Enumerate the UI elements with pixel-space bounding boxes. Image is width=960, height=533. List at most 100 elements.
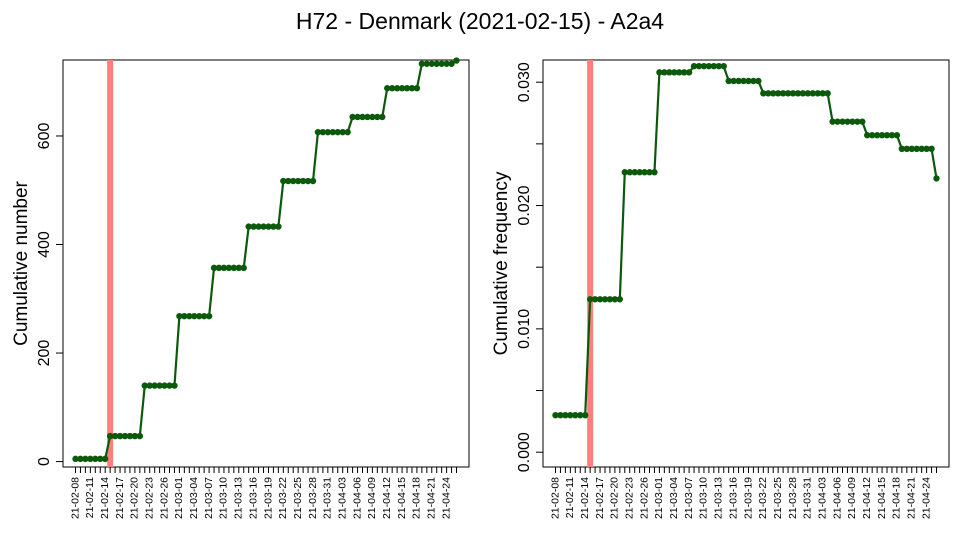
data-point	[626, 169, 633, 176]
data-point	[136, 432, 144, 440]
y-axis-label: Cumulative number	[11, 180, 32, 345]
data-point	[121, 432, 129, 440]
data-point	[369, 113, 376, 121]
x-tick-label: 21-02-08	[549, 477, 561, 519]
x-tick-label: 21-02-14	[99, 477, 111, 519]
data-point	[235, 264, 242, 272]
data-point	[181, 312, 188, 320]
x-tick-label: 21-02-20	[129, 477, 141, 519]
data-point	[577, 412, 584, 419]
x-tick-label: 21-03-01	[173, 477, 185, 519]
data-point	[705, 62, 713, 70]
data-point	[918, 145, 925, 152]
data-point	[740, 77, 747, 85]
data-point	[829, 118, 836, 125]
data-point	[799, 90, 807, 97]
data-point	[388, 85, 396, 92]
data-point	[794, 90, 802, 97]
data-point	[710, 62, 718, 70]
x-tick-label: 21-03-16	[727, 477, 739, 519]
data-point	[656, 69, 663, 76]
data-point	[784, 90, 792, 97]
data-point	[443, 60, 450, 67]
data-point	[745, 77, 752, 85]
data-point	[176, 312, 183, 320]
data-point	[873, 132, 881, 139]
x-tick-label: 21-04-06	[831, 477, 843, 519]
data-point	[453, 57, 460, 64]
y-tick-label: 600	[36, 123, 53, 150]
data-point	[581, 412, 589, 419]
x-tick-label: 21-03-07	[683, 477, 695, 519]
x-tick-label: 21-03-10	[698, 477, 710, 519]
data-point	[304, 177, 312, 185]
data-point	[156, 382, 163, 389]
data-point	[760, 90, 767, 97]
y-tick-label: 0	[36, 457, 53, 466]
data-point	[290, 177, 297, 185]
data-point	[200, 312, 208, 320]
data-point	[854, 118, 861, 125]
data-point	[809, 90, 816, 97]
data-point	[240, 264, 247, 272]
data-point	[606, 296, 614, 303]
plot-frame	[62, 59, 470, 468]
data-point	[824, 90, 831, 97]
x-tick-label: 21-03-22	[277, 477, 289, 519]
data-point	[765, 90, 772, 97]
data-point	[849, 118, 856, 125]
data-point	[671, 69, 678, 76]
data-point	[859, 118, 866, 125]
x-tick-label: 21-04-06	[351, 477, 363, 519]
data-point	[893, 132, 901, 139]
data-point	[646, 169, 653, 176]
data-point	[433, 60, 440, 67]
y-tick-label: 400	[36, 231, 53, 258]
data-point	[878, 132, 886, 139]
x-tick-label: 21-03-19	[262, 477, 274, 519]
data-point	[586, 296, 594, 303]
data-point	[255, 223, 262, 230]
data-point	[735, 77, 742, 85]
y-tick-label: 200	[36, 340, 53, 367]
data-point	[923, 145, 930, 152]
x-tick-label: 21-02-26	[158, 477, 170, 519]
x-tick-label: 21-03-13	[233, 477, 245, 519]
data-point	[557, 412, 564, 419]
data-point	[680, 69, 688, 76]
data-point	[319, 128, 327, 136]
x-tick-label: 21-04-21	[426, 477, 438, 519]
data-point	[616, 296, 624, 303]
data-point	[928, 145, 935, 152]
data-point	[309, 177, 317, 185]
data-point	[552, 412, 559, 419]
x-tick-label: 21-02-23	[624, 477, 636, 519]
data-point	[250, 223, 257, 230]
data-point	[384, 85, 391, 92]
plot-frame	[542, 59, 950, 468]
data-point	[265, 223, 272, 230]
data-point	[403, 85, 411, 92]
x-tick-label: 21-03-31	[322, 477, 334, 519]
data-point	[567, 412, 574, 419]
x-tick-label: 21-04-24	[920, 477, 932, 519]
data-point	[408, 85, 416, 92]
data-point	[220, 264, 228, 272]
data-point	[329, 128, 336, 136]
data-point	[92, 455, 99, 463]
data-point	[359, 113, 366, 121]
data-point	[146, 382, 153, 389]
data-point	[611, 296, 619, 303]
data-point	[171, 382, 178, 389]
x-tick-label: 21-03-10	[218, 477, 230, 519]
data-point	[685, 69, 693, 76]
data-point	[690, 62, 698, 70]
data-point	[666, 69, 673, 76]
data-point	[448, 60, 455, 67]
y-tick-label: 0.010	[516, 309, 533, 349]
x-tick-label: 21-04-03	[336, 477, 348, 519]
x-tick-label: 21-04-18	[411, 477, 423, 519]
x-tick-label: 21-03-28	[787, 477, 799, 519]
data-point	[725, 77, 732, 85]
